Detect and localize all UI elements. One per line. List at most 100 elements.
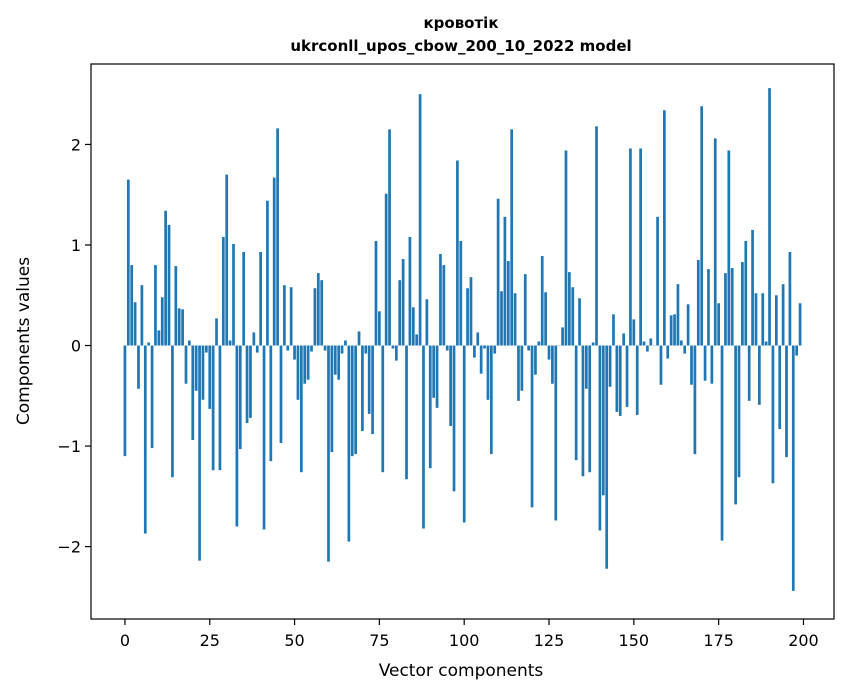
bar xyxy=(625,345,629,407)
bar xyxy=(126,179,130,346)
bar xyxy=(235,345,239,527)
bar xyxy=(279,345,283,444)
bar xyxy=(666,345,670,359)
bar xyxy=(171,345,174,478)
bar xyxy=(313,288,317,346)
bar xyxy=(160,297,164,346)
bar xyxy=(354,345,357,455)
bar xyxy=(340,345,344,354)
bar xyxy=(316,273,320,346)
bar xyxy=(333,345,337,375)
bar xyxy=(486,345,490,400)
x-tick-label: 50 xyxy=(284,631,304,650)
bar xyxy=(374,240,378,346)
bar xyxy=(601,345,605,496)
bar xyxy=(415,334,419,346)
bar xyxy=(673,314,676,346)
bars-group xyxy=(123,88,802,591)
bar xyxy=(164,210,167,346)
bar xyxy=(561,327,564,346)
bar xyxy=(242,252,246,346)
bar xyxy=(296,345,300,400)
bar xyxy=(741,262,744,346)
bar xyxy=(238,345,242,450)
bar xyxy=(493,345,497,354)
x-tick-label: 25 xyxy=(200,631,220,650)
x-tick-label: 125 xyxy=(534,631,565,650)
bar xyxy=(612,314,615,346)
bar xyxy=(761,293,765,346)
bar xyxy=(361,345,364,431)
bar xyxy=(785,345,788,458)
bar xyxy=(157,330,161,346)
bar xyxy=(445,345,449,351)
bar xyxy=(469,277,473,346)
bar xyxy=(764,341,768,346)
bar xyxy=(191,345,195,441)
bar xyxy=(540,256,544,346)
bar xyxy=(269,345,273,462)
bar xyxy=(272,177,276,346)
bar xyxy=(598,345,602,531)
bar xyxy=(632,319,636,346)
bar xyxy=(432,345,436,398)
bar xyxy=(778,345,782,429)
bar xyxy=(123,345,127,457)
chart-title-line2: ukrconll_upos_cbow_200_10_2022 model xyxy=(290,37,631,55)
bar xyxy=(303,345,307,384)
bar xyxy=(659,345,663,385)
bar xyxy=(791,345,795,591)
y-axis-ticks: −2 −1 0 1 2 xyxy=(57,135,91,557)
bar xyxy=(517,345,520,401)
bar xyxy=(751,229,754,346)
bar xyxy=(320,280,324,346)
bar xyxy=(442,265,446,346)
bar xyxy=(310,345,313,352)
bar xyxy=(774,295,778,346)
bar xyxy=(642,341,646,346)
bar xyxy=(473,345,476,358)
bar xyxy=(435,345,439,408)
bar xyxy=(649,338,653,346)
bar xyxy=(574,345,578,461)
y-tick-label: −1 xyxy=(57,437,81,456)
bar xyxy=(737,345,741,478)
bar xyxy=(676,284,680,346)
bar xyxy=(506,261,510,346)
bar xyxy=(181,309,184,346)
bar xyxy=(401,259,405,346)
bar xyxy=(771,345,775,484)
bar xyxy=(439,254,442,346)
x-tick-label: 175 xyxy=(703,631,734,650)
bar xyxy=(523,274,527,346)
y-axis-label: Components values xyxy=(14,257,34,425)
bar xyxy=(133,302,137,346)
bar xyxy=(452,345,456,492)
bar xyxy=(571,287,575,346)
bar xyxy=(378,311,381,346)
bar xyxy=(466,288,469,346)
bar xyxy=(595,126,598,346)
bar xyxy=(252,332,256,346)
bar xyxy=(283,285,286,346)
bar xyxy=(177,308,181,346)
bar xyxy=(547,345,551,360)
bar xyxy=(245,345,249,423)
bar xyxy=(568,272,571,346)
bar xyxy=(140,285,144,346)
bar xyxy=(483,345,486,349)
bar xyxy=(262,345,266,530)
bar xyxy=(730,268,734,346)
y-tick-label: −2 xyxy=(57,538,81,557)
bar xyxy=(221,236,225,346)
bar xyxy=(476,332,480,346)
bar xyxy=(591,342,595,346)
bar xyxy=(710,345,714,384)
bar xyxy=(367,345,371,414)
bar xyxy=(788,252,792,346)
bar xyxy=(537,341,541,346)
bar xyxy=(289,287,293,346)
bar xyxy=(622,333,626,346)
bar xyxy=(398,280,402,346)
y-tick-label: 2 xyxy=(71,135,81,154)
